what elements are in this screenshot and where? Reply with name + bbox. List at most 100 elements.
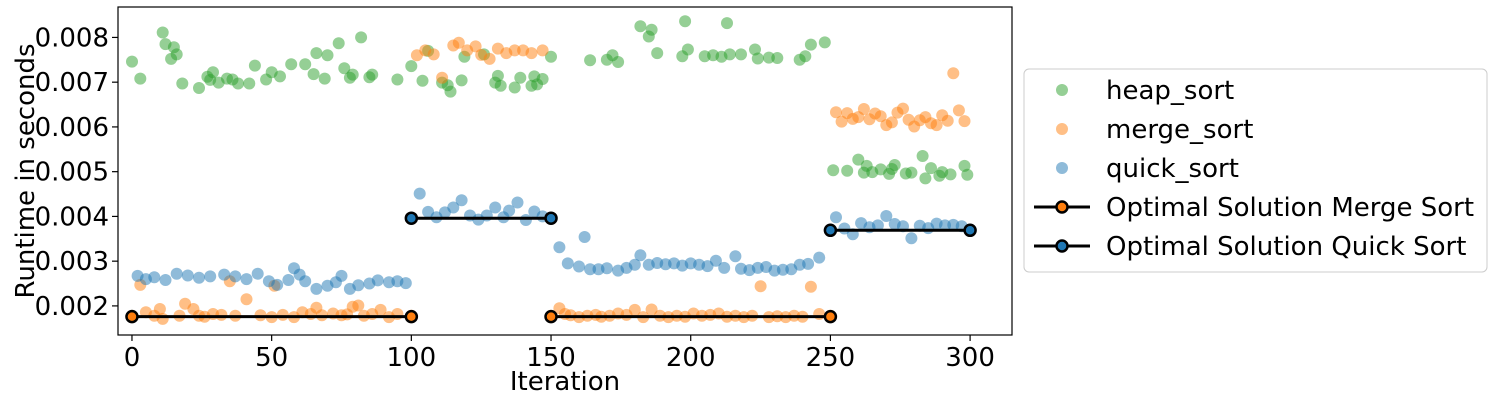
y-tick-label: 0.006: [35, 113, 109, 143]
y-axis: 0.002 0.003 0.004 0.005 0.006 0.007 0.008: [35, 23, 118, 322]
quick-sort-point: [299, 275, 312, 288]
merge-sort-point: [952, 104, 965, 117]
quick-sort-point: [584, 263, 597, 276]
heap-sort-point: [749, 43, 761, 56]
merge-sort-point: [645, 303, 658, 316]
optimal-line-marker: [544, 309, 558, 324]
merge-sort-point: [941, 114, 954, 127]
heap-sort-point: [919, 172, 932, 185]
heap-sort-point: [645, 23, 658, 36]
heap-sort-point: [508, 81, 521, 94]
merge-sort-point: [156, 312, 169, 325]
heap-sort-point: [232, 77, 245, 90]
merge-sort-point: [628, 303, 641, 316]
merge-sort-point: [427, 48, 440, 61]
heap-sort-point: [248, 59, 261, 72]
optimal-line-marker: [404, 211, 419, 225]
quick-sort-point: [310, 282, 323, 295]
heap-sort-point: [491, 69, 504, 82]
heap-sort-point: [925, 162, 937, 175]
heap-sort-point: [318, 72, 331, 85]
merge-sort-point: [374, 303, 387, 316]
y-tick-label: 0.007: [35, 68, 109, 98]
y-tick-label: 0.008: [35, 23, 109, 53]
heap-sort-point: [751, 52, 764, 65]
x-axis-label: Iteration: [510, 367, 620, 397]
quick-sort-point: [871, 219, 884, 232]
heap-sort-point: [332, 37, 345, 50]
legend-label: merge_sort: [1106, 115, 1253, 145]
quick-sort-point: [181, 269, 194, 282]
merge-sort-point: [754, 280, 767, 293]
quick-sort-point: [830, 211, 842, 224]
merge-sort-point: [804, 280, 817, 293]
heap-sort-point: [799, 50, 812, 63]
heap-sort-point: [888, 159, 901, 171]
y-tick-label: 0.002: [35, 292, 109, 322]
heap-sort-point: [338, 62, 351, 75]
heap-sort-point: [536, 73, 549, 85]
heap-sort-point: [444, 85, 457, 98]
quick-sort-point: [628, 258, 641, 271]
merge-sort-point: [958, 115, 971, 128]
quick-sort-point: [519, 214, 532, 226]
heap-sort-point: [285, 58, 298, 71]
heap-sort-point: [905, 166, 918, 179]
heap-sort-point: [366, 68, 379, 81]
merge-sort-point: [436, 71, 449, 84]
heap-sort-point: [299, 58, 312, 71]
heap-sort-point: [134, 72, 147, 85]
quick-sort-point: [553, 241, 566, 254]
quick-sort-point: [204, 270, 217, 283]
legend-marker: [1056, 84, 1068, 96]
merge-sort-point: [153, 303, 166, 315]
quick-sort-point: [148, 271, 161, 284]
merge-sort-point: [508, 44, 521, 57]
heap-sort-point: [243, 77, 256, 90]
optimal-line-marker: [823, 309, 838, 324]
quick-sort-point: [573, 260, 585, 273]
heap-sort-point: [804, 38, 817, 51]
optimal-line-marker: [404, 309, 419, 324]
merge-sort-point: [947, 67, 960, 80]
merge-sort-point: [391, 308, 404, 320]
legend: heap_sort merge_sort quick_sort Optimal Sol…: [1023, 68, 1488, 273]
heap-sort-point: [681, 43, 694, 56]
heap-sort-point: [721, 17, 733, 30]
quick-sort-point: [193, 271, 205, 284]
heap-sort-point: [916, 150, 929, 162]
quick-sort-point: [729, 250, 742, 263]
heap-sort-point: [771, 52, 784, 64]
heap-sort-point: [405, 60, 418, 73]
heap-sort-point: [321, 49, 334, 62]
y-tick-label: 0.005: [35, 158, 109, 188]
quick-sort-point: [489, 201, 502, 214]
x-tick-label: 200: [666, 343, 716, 373]
heap-sort-point: [156, 26, 169, 39]
quick-sort-point: [447, 201, 460, 214]
heap-sort-point: [170, 48, 183, 61]
x-tick-label: 50: [255, 343, 288, 373]
y-tick-label: 0.003: [35, 247, 109, 277]
heap-sort-point: [310, 47, 323, 60]
quick-sort-point: [880, 210, 893, 222]
merge-sort-point: [469, 40, 482, 53]
quick-sort-point: [170, 267, 183, 280]
optimal-line-marker: [125, 309, 139, 324]
quick-sort-point: [413, 187, 426, 200]
merge-sort-point: [536, 44, 549, 57]
legend-marker: [1056, 162, 1068, 174]
legend-label: quick_sort: [1106, 154, 1239, 184]
heap-sort-point: [193, 82, 205, 94]
merge-sort-point: [215, 308, 228, 321]
quick-sort-point: [271, 278, 284, 291]
quick-sort-point: [335, 269, 348, 282]
quick-sort-point: [503, 204, 516, 217]
heap-sort-point: [612, 56, 625, 68]
heap-sort-point: [634, 20, 647, 33]
merge-sort-point: [897, 102, 909, 115]
merge-sort-point: [352, 299, 365, 312]
heap-sort-point: [852, 153, 865, 166]
x-tick-label: 100: [387, 343, 437, 373]
